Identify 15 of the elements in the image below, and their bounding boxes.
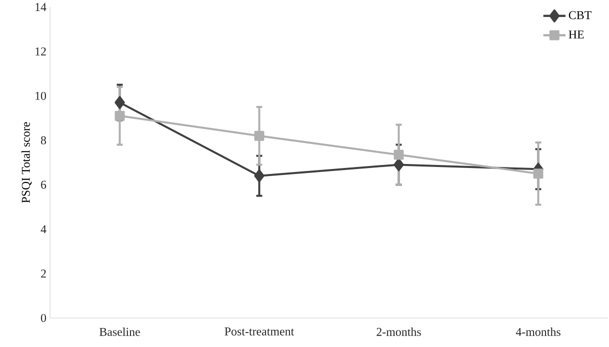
x-tick-label: 2-months [376,328,421,336]
y-tick-label: 8 [40,136,46,144]
x-tick-label: Post-treatment [224,328,294,336]
y-tick-label: 12 [36,47,46,56]
y-axis-title: PSQI Total score [21,122,32,203]
legend-label: HE [568,30,584,38]
y-tick-label: 6 [41,180,46,189]
y-tick-label: 4 [40,225,46,234]
legend-label: CBT [568,11,592,20]
x-tick-label: Baseline [100,328,140,336]
y-tick-label: 14 [36,3,46,11]
y-tick-label: 2 [41,270,46,278]
y-tick-label: 0 [40,314,46,322]
y-tick-label: 10 [36,92,46,100]
x-tick-label: 4-months [516,328,560,336]
